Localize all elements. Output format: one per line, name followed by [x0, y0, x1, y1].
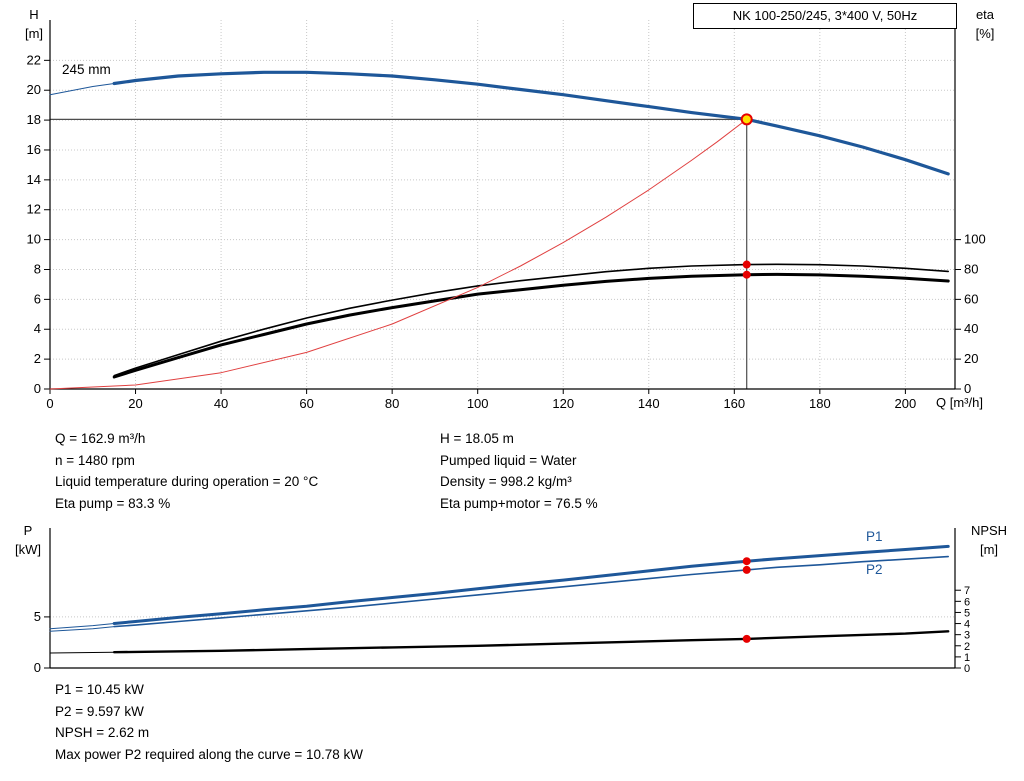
- tick-label: 60: [299, 396, 313, 411]
- tick-label: 0: [46, 396, 53, 411]
- tick-label: 0: [964, 381, 971, 396]
- eta-axis-label-symbol: eta: [975, 7, 995, 22]
- duty-point-marker: [740, 113, 753, 126]
- eta-axis-label-unit: [%]: [975, 26, 995, 41]
- p-axis-label-symbol: P: [23, 523, 33, 538]
- tick-label: 0: [34, 660, 41, 675]
- tick-label: 40: [214, 396, 228, 411]
- tick-label: 14: [27, 172, 41, 187]
- tick-label: 1: [964, 652, 970, 664]
- duty-marker: [742, 270, 751, 279]
- tick-label: 8: [34, 261, 41, 276]
- tick-label: 5: [964, 607, 970, 619]
- eta-axis-label: eta [%]: [962, 5, 1008, 43]
- tick-label: 80: [385, 396, 399, 411]
- duty-marker: [742, 634, 751, 643]
- footer-p1: P1 = 10.45 kW: [55, 682, 144, 697]
- footer-p2: P2 = 9.597 kW: [55, 703, 144, 719]
- h-curve-245mm: [112, 70, 950, 176]
- tick-label: 22: [27, 52, 41, 67]
- npsh-curve-thin: [49, 651, 115, 654]
- info-eta-pump: Eta pump = 83.3 %: [55, 495, 171, 511]
- p2-curve-thin: [49, 626, 115, 632]
- system-curve: [49, 118, 748, 390]
- footer-max-power: Max power P2 required along the curve = …: [55, 746, 364, 762]
- info-eta-pump-motor: Eta pump+motor = 76.5 %: [440, 495, 598, 511]
- npsh-curve: [112, 630, 950, 654]
- p1-curve: [112, 544, 950, 625]
- info-density: Density = 998.2 kg/m³: [440, 474, 572, 489]
- tick-label: 2: [34, 351, 41, 366]
- tick-label: 12: [27, 202, 41, 217]
- npsh-axis-label: NPSH [m]: [960, 521, 1018, 559]
- h-axis-label-unit: [m]: [24, 26, 44, 41]
- p2-curve-label: P2: [866, 562, 883, 577]
- tick-label: 180: [809, 396, 831, 411]
- tick-label: 18: [27, 112, 41, 127]
- tick-label: 0: [34, 381, 41, 396]
- tick-label: 160: [723, 396, 745, 411]
- tick-label: 7: [964, 585, 970, 597]
- duty-info-left-column: Q = 162.9 m³/h n = 1480 rpm Liquid tempe…: [55, 428, 318, 514]
- info-speed: n = 1480 rpm: [55, 452, 135, 468]
- power-info-block: P1 = 10.45 kW P2 = 9.597 kW NPSH = 2.62 …: [55, 679, 363, 765]
- h-curve-245mm-thin: [49, 83, 115, 96]
- eta-pump-motor-curve: [112, 272, 950, 379]
- tick-label: 60: [964, 291, 978, 306]
- tick-label: 80: [964, 261, 978, 276]
- p1-curve-label: P1: [866, 529, 883, 544]
- npsh-axis-label-unit: [m]: [979, 542, 999, 557]
- eta-pump-curve: [113, 263, 950, 377]
- tick-label: 3: [964, 630, 970, 642]
- q-axis-label: Q [m³/h]: [936, 395, 983, 410]
- tick-label: 140: [638, 396, 660, 411]
- duty-marker: [742, 565, 751, 574]
- info-liquid-temperature: Liquid temperature during operation = 20…: [55, 474, 319, 489]
- duty-info-right-column: H = 18.05 m Pumped liquid = Water Densit…: [440, 428, 598, 514]
- info-pumped-liquid: Pumped liquid = Water: [440, 452, 577, 468]
- h-axis-label-symbol: H: [29, 7, 39, 22]
- h-axis-label: H [m]: [14, 5, 54, 43]
- tick-label: 40: [964, 321, 978, 336]
- tick-label: 6: [964, 596, 970, 608]
- tick-label: 4: [964, 619, 970, 631]
- duty-marker: [742, 260, 751, 269]
- tick-label: 16: [27, 142, 41, 157]
- tick-label: 4: [34, 321, 41, 336]
- tick-label: 20: [964, 351, 978, 366]
- tick-label: 100: [964, 232, 986, 247]
- p-axis-label-unit: [kW]: [15, 542, 41, 557]
- tick-label: 6: [34, 291, 41, 306]
- tick-label: 20: [128, 396, 142, 411]
- tick-label: 5: [34, 609, 41, 624]
- tick-label: 120: [552, 396, 574, 411]
- tick-label: 0: [964, 663, 970, 675]
- tick-label: 100: [467, 396, 489, 411]
- info-head: H = 18.05 m: [440, 431, 514, 446]
- p1-curve-thin: [49, 623, 115, 630]
- tick-label: 200: [895, 396, 917, 411]
- pump-title-box: NK 100-250/245, 3*400 V, 50Hz: [693, 3, 957, 29]
- npsh-axis-label-symbol: NPSH: [970, 523, 1008, 538]
- p-axis-label: P [kW]: [6, 521, 50, 559]
- tick-label: 20: [27, 82, 41, 97]
- tick-label: 2: [964, 641, 970, 653]
- footer-npsh: NPSH = 2.62 m: [55, 725, 150, 740]
- duty-marker: [742, 557, 751, 566]
- info-q: Q = 162.9 m³/h: [55, 431, 146, 446]
- tick-label: 10: [27, 232, 41, 247]
- impeller-diameter-label: 245 mm: [62, 62, 111, 77]
- p2-curve: [113, 555, 950, 628]
